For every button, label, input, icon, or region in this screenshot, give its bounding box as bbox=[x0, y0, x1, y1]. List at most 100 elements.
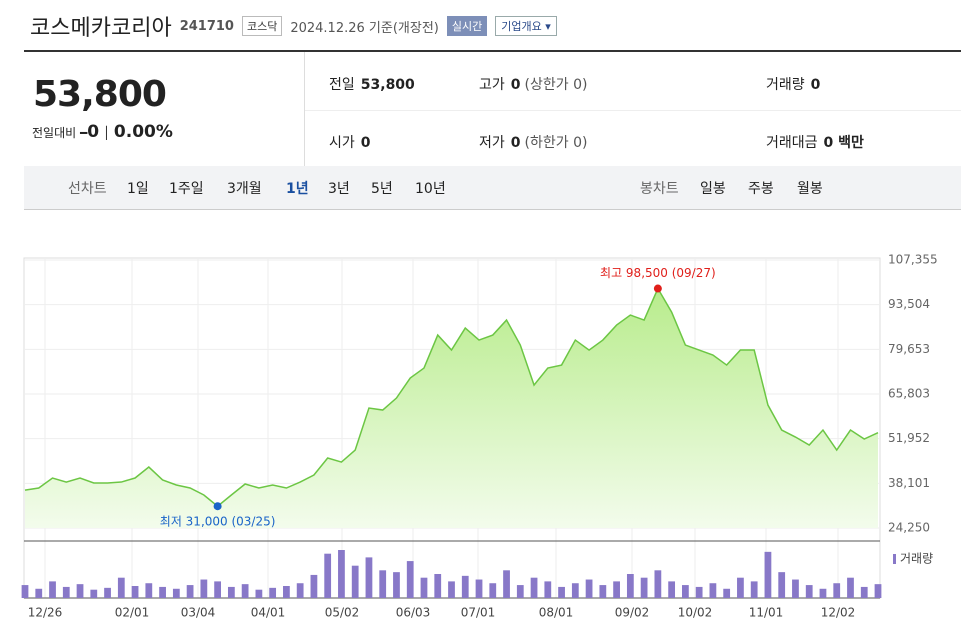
volume-bar bbox=[434, 574, 442, 598]
change-label: 전일대비 bbox=[32, 126, 77, 140]
info-label: 저가 bbox=[479, 135, 505, 151]
price-line bbox=[24, 286, 879, 508]
info-label: 시가 bbox=[329, 135, 355, 151]
volume-bar bbox=[90, 589, 98, 598]
price-area bbox=[25, 288, 878, 528]
stock-code: 241710 bbox=[179, 18, 234, 34]
volume-bar bbox=[640, 577, 648, 598]
volume-bar bbox=[131, 586, 139, 598]
volume-bar bbox=[104, 587, 111, 598]
volume-bar bbox=[874, 584, 882, 598]
company-name: 코스메카코리아 bbox=[30, 16, 172, 41]
volume-bar bbox=[117, 577, 125, 598]
volume-bar bbox=[324, 553, 332, 598]
volume-bar bbox=[558, 586, 565, 598]
volume-bar bbox=[448, 581, 455, 598]
info-label: 거래대금 bbox=[766, 135, 818, 151]
volume-bar bbox=[805, 585, 813, 598]
tab-label: 선차트 bbox=[68, 181, 107, 197]
info-value: 0 bbox=[510, 77, 521, 93]
x-tick-label: 08/01 bbox=[539, 606, 574, 620]
volume-bar bbox=[571, 583, 579, 598]
volume-bar bbox=[695, 586, 703, 598]
period-tab[interactable]: 1년 bbox=[286, 181, 309, 197]
info-cell: 시가 0 bbox=[329, 132, 371, 152]
info-extra: (상한가 0) bbox=[524, 77, 588, 93]
candle-tab[interactable]: 일봉 bbox=[700, 181, 726, 197]
annotation-label: 최저 31,000 (03/25) bbox=[160, 515, 276, 529]
annotation-marker bbox=[213, 502, 222, 511]
volume-bar bbox=[613, 581, 620, 598]
period-tab[interactable]: 10년 bbox=[415, 181, 446, 197]
company-button[interactable]: 기업개요 ▾ bbox=[495, 16, 557, 36]
change-value: 0 bbox=[87, 122, 100, 142]
volume-bar bbox=[530, 577, 538, 598]
period-tab[interactable]: 3개월 bbox=[227, 181, 262, 197]
legend-label: 거래량 bbox=[900, 552, 933, 566]
volume-bar bbox=[351, 565, 359, 598]
info-value: 0 bbox=[510, 135, 521, 151]
volume-bar bbox=[406, 561, 414, 598]
price: 53,800 bbox=[33, 74, 167, 115]
volume-bar bbox=[338, 550, 345, 598]
volume-bar bbox=[764, 551, 772, 598]
volume-bar bbox=[737, 577, 744, 598]
period-tab[interactable]: 1주일 bbox=[169, 181, 204, 197]
header: 코스메카코리아 241710 코스닥 2024.12.26 기준(개장전) 실시… bbox=[30, 10, 557, 42]
x-tick-label: 09/02 bbox=[615, 606, 650, 620]
volume-bar bbox=[544, 581, 552, 598]
period-tab[interactable]: 3년 bbox=[328, 181, 350, 197]
volume-bar bbox=[654, 570, 662, 598]
info-cell: 고가 0 (상한가 0) bbox=[479, 74, 587, 94]
realtime-button[interactable]: 실시간 bbox=[446, 16, 488, 36]
company-label: 기업개요 bbox=[501, 20, 542, 33]
volume-bar bbox=[49, 581, 56, 598]
volume-bar bbox=[709, 583, 717, 598]
volume-bar bbox=[159, 586, 166, 598]
volume-bar bbox=[393, 572, 400, 598]
x-tick-label: 10/02 bbox=[678, 606, 713, 620]
volume-bar bbox=[599, 585, 607, 598]
info-label: 고가 bbox=[479, 77, 505, 93]
volume-bar bbox=[420, 577, 428, 598]
x-tick-label: 06/03 bbox=[396, 606, 431, 620]
volume-bar bbox=[255, 589, 263, 598]
info-cell: 거래량 0 bbox=[766, 74, 820, 94]
volume-bar bbox=[269, 587, 277, 598]
annotation-marker bbox=[653, 284, 662, 293]
info-value: 0 bbox=[360, 135, 371, 151]
market-badge: 코스닥 bbox=[241, 16, 283, 36]
y-tick-label: 51,952 bbox=[888, 431, 930, 445]
change: 전일대비 ━0 │ 0.00% bbox=[32, 122, 173, 142]
volume-bar bbox=[200, 579, 208, 598]
x-tick-label: 04/01 bbox=[251, 606, 286, 620]
chart: 12/26 02/01 03/04 04/01 05/02 06/03 07/01 08/01… bbox=[21, 253, 938, 620]
volume-bar bbox=[847, 577, 854, 598]
volume-bar bbox=[475, 579, 483, 598]
volume-bar bbox=[365, 557, 373, 598]
info-value: 0 bbox=[810, 77, 821, 93]
candle-tab[interactable]: 월봉 bbox=[797, 181, 823, 197]
volume-bar bbox=[792, 579, 799, 598]
volume-bar bbox=[145, 583, 153, 598]
volume-bar bbox=[626, 574, 634, 598]
volume-bar bbox=[379, 570, 387, 598]
info-cell: 저가 0 (하한가 0) bbox=[479, 132, 587, 152]
info-cell: 거래대금 0 백만 bbox=[766, 132, 864, 152]
period-tab[interactable]: 5년 bbox=[371, 181, 393, 197]
x-tick-label: 11/01 bbox=[749, 606, 784, 620]
candle-tab[interactable]: 주봉 bbox=[748, 181, 774, 197]
legend-swatch bbox=[893, 554, 896, 564]
volume-bar bbox=[172, 588, 180, 598]
info-cell: 전일 53,800 bbox=[329, 74, 415, 94]
volume-bar bbox=[489, 583, 497, 598]
volume-bar bbox=[214, 581, 221, 598]
period-tab[interactable]: 1일 bbox=[127, 181, 149, 197]
quote-box: 53,800 전일대비 ━0 │ 0.00% 전일 53,800 고가 0 (상한가 0… bbox=[24, 50, 961, 168]
y-tick-label: 79,653 bbox=[888, 342, 930, 356]
y-tick-label: 38,101 bbox=[888, 476, 930, 490]
info-value: 0 백만 bbox=[823, 135, 864, 151]
volume-bar bbox=[227, 586, 235, 598]
volume-bar bbox=[503, 570, 510, 598]
